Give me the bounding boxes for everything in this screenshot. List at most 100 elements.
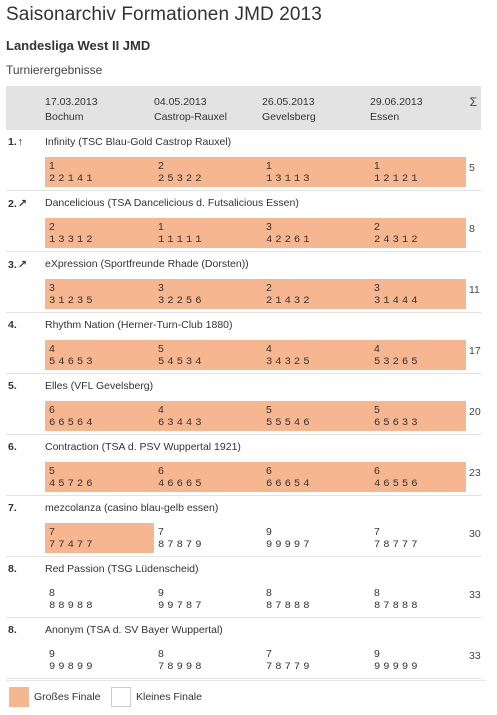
result-place: 2 <box>158 160 164 172</box>
judge-marks: 31444 <box>374 295 421 307</box>
result-cell-grosses-finale: 1 12121 <box>370 157 466 187</box>
result-cell-kleines-finale: 8 87888 <box>262 584 370 614</box>
team-name[interactable]: Infinity (TSC Blau-Gold Castrop Rauxel) <box>45 136 232 148</box>
team-name[interactable]: mezcolanza (casino blau-gelb essen) <box>45 502 219 514</box>
judge-marks: 78777 <box>374 539 421 551</box>
team-name[interactable]: Elles (VFL Gevelsberg) <box>45 380 154 392</box>
result-cell-kleines-finale: 9 99999 <box>370 645 466 675</box>
team-sum: 20 <box>469 406 481 418</box>
team-name[interactable]: Contraction (TSA d. PSV Wuppertal 1921) <box>45 441 241 453</box>
team-rank: 6. <box>8 441 17 453</box>
judge-marks: 87879 <box>158 539 205 551</box>
result-place: 1 <box>266 160 272 172</box>
judge-marks: 54534 <box>158 356 205 368</box>
judge-marks: 78779 <box>266 661 313 673</box>
rank-number: 5. <box>8 380 17 392</box>
team-sum: 5 <box>469 162 475 174</box>
rank-number: 4. <box>8 319 17 331</box>
team-list: 1.↑ Infinity (TSC Blau-Gold Castrop Rauxe… <box>6 130 481 679</box>
team-name[interactable]: eXpression (Sportfreunde Rhade (Dorsten)… <box>45 258 249 270</box>
judge-marks: 99999 <box>374 661 421 673</box>
judge-marks: 87888 <box>266 600 313 612</box>
result-place: 9 <box>158 587 164 599</box>
grosses-finale-label: Großes Finale <box>34 691 101 703</box>
team-header: 3.↗ eXpression (Sportfreunde Rhade (Dorst… <box>6 258 481 272</box>
judge-marks: 99997 <box>266 539 313 551</box>
team-header: 5. Elles (VFL Gevelsberg) <box>6 380 481 394</box>
team-header: 1.↑ Infinity (TSC Blau-Gold Castrop Rauxe… <box>6 136 481 150</box>
team-header: 8. Anonym (TSA d. SV Bayer Wuppertal) <box>6 624 481 638</box>
result-cell-grosses-finale: 5 65633 <box>370 401 466 431</box>
result-cell-grosses-finale: 6 46665 <box>154 462 262 492</box>
tournament-header[interactable]: 04.05.2013 Castrop-Rauxel <box>154 95 227 125</box>
judge-marks: 78998 <box>158 661 205 673</box>
team-sum: 33 <box>469 650 481 662</box>
result-place: 3 <box>266 221 272 233</box>
tournament-date: 26.05.2013 <box>262 96 315 108</box>
tournament-location: Gevelsberg <box>262 111 316 123</box>
team-results: 8 88988 9 99787 8 87888 8 87888 <box>6 584 466 614</box>
result-cell-grosses-finale: 1 11111 <box>154 218 262 248</box>
judge-marks: 13312 <box>49 234 96 246</box>
result-cell-grosses-finale: 5 54534 <box>154 340 262 370</box>
judge-marks: 88988 <box>49 600 96 612</box>
result-cell-grosses-finale: 7 77477 <box>45 523 154 553</box>
result-place: 5 <box>158 343 164 355</box>
team-row: 2.↗ Dancelicious (TSA Dancelicious d. Fut… <box>6 191 481 252</box>
judge-marks: 65633 <box>374 417 421 429</box>
result-cell-grosses-finale: 4 34325 <box>262 340 370 370</box>
result-cell-grosses-finale: 2 21432 <box>262 279 370 309</box>
team-sum: 23 <box>469 467 481 479</box>
result-place: 1 <box>49 160 55 172</box>
result-place: 4 <box>374 343 380 355</box>
judge-marks: 34325 <box>266 356 313 368</box>
team-row: 1.↑ Infinity (TSC Blau-Gold Castrop Rauxe… <box>6 130 481 191</box>
team-rank: 4. <box>8 319 17 331</box>
team-name[interactable]: Dancelicious (TSA Dancelicious d. Futsal… <box>45 197 299 209</box>
team-results: 3 31235 3 32256 2 21432 3 31444 <box>6 279 466 309</box>
result-cell-kleines-finale: 7 78777 <box>370 523 466 553</box>
team-row: 6. Contraction (TSA d. PSV Wuppertal 1921… <box>6 435 481 496</box>
tournament-date: 17.03.2013 <box>45 96 98 108</box>
tournament-header[interactable]: 29.06.2013 Essen <box>370 95 423 125</box>
rank-number: 6. <box>8 441 17 453</box>
team-rank: 8. <box>8 624 17 636</box>
judge-marks: 99787 <box>158 600 205 612</box>
section-label: Turnierergebnisse <box>6 63 103 77</box>
team-results: 7 77477 7 87879 9 99997 7 78777 <box>6 523 466 553</box>
judge-marks: 66564 <box>49 417 96 429</box>
result-cell-grosses-finale: 4 54653 <box>45 340 154 370</box>
page-title: Saisonarchiv Formationen JMD 2013 <box>6 4 322 25</box>
tournament-header[interactable]: 26.05.2013 Gevelsberg <box>262 95 316 125</box>
judge-marks: 54653 <box>49 356 96 368</box>
team-rank: 5. <box>8 380 17 392</box>
judge-marks: 12121 <box>374 173 421 185</box>
judge-marks: 24312 <box>374 234 421 246</box>
team-name[interactable]: Red Passion (TSG Lüdenscheid) <box>45 563 199 575</box>
team-header: 4. Rhythm Nation (Herner-Turn-Club 1880) <box>6 319 481 333</box>
rank-number: 1. <box>8 136 17 148</box>
team-results: 5 45726 6 46665 6 66654 6 46556 <box>6 462 466 492</box>
team-row: 5. Elles (VFL Gevelsberg) 6 66564 4 63443 5 555… <box>6 374 481 435</box>
result-place: 3 <box>374 282 380 294</box>
team-name[interactable]: Anonym (TSA d. SV Bayer Wuppertal) <box>45 624 223 636</box>
judge-marks: 99899 <box>49 661 96 673</box>
result-place: 7 <box>49 526 55 538</box>
tournament-location: Bochum <box>45 111 84 123</box>
team-rank: 8. <box>8 563 17 575</box>
team-results: 2 13312 1 11111 3 42261 2 24312 <box>6 218 466 248</box>
result-place: 1 <box>158 221 164 233</box>
result-cell-kleines-finale: 9 99787 <box>154 584 262 614</box>
judge-marks: 31235 <box>49 295 96 307</box>
team-name[interactable]: Rhythm Nation (Herner-Turn-Club 1880) <box>45 319 233 331</box>
result-place: 8 <box>266 587 272 599</box>
tournament-header[interactable]: 17.03.2013 Bochum <box>45 95 98 125</box>
team-results: 1 22141 2 25322 1 13113 1 12121 <box>6 157 466 187</box>
result-place: 5 <box>374 404 380 416</box>
result-cell-grosses-finale: 1 13113 <box>262 157 370 187</box>
result-cell-kleines-finale: 7 87879 <box>154 523 262 553</box>
result-place: 4 <box>158 404 164 416</box>
result-cell-grosses-finale: 5 45726 <box>45 462 154 492</box>
legend: Großes Finale Kleines Finale <box>6 680 486 710</box>
result-place: 3 <box>49 282 55 294</box>
